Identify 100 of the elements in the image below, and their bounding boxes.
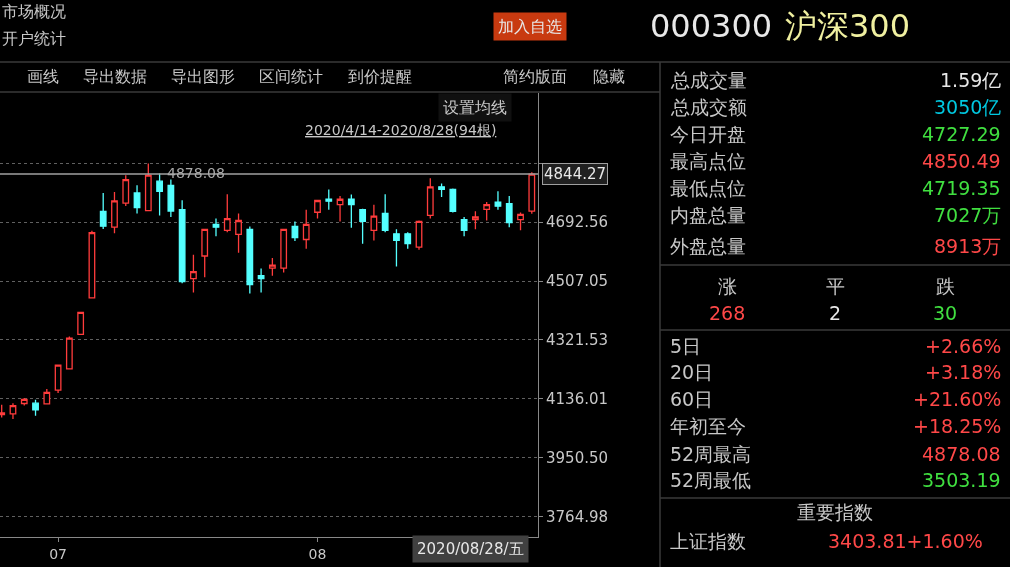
annotation: 2020/4/14-2020/8/28(94根) bbox=[305, 122, 497, 138]
candlestick bbox=[528, 171, 536, 215]
text: 上证指数 bbox=[670, 530, 746, 552]
y-tick-label: 4692.56 bbox=[546, 213, 609, 232]
text: 总成交额 bbox=[670, 96, 747, 118]
candlestick bbox=[483, 201, 491, 222]
candlestick bbox=[178, 199, 186, 284]
candlestick bbox=[99, 192, 107, 230]
text: 加入自选 bbox=[498, 17, 562, 36]
candlestick bbox=[144, 162, 152, 212]
candlestick bbox=[246, 225, 254, 295]
candlestick bbox=[280, 228, 288, 274]
text: 52周最低 bbox=[670, 469, 752, 491]
candlestick bbox=[347, 193, 355, 229]
text: 3050亿 bbox=[934, 96, 1002, 118]
text: 20日 bbox=[670, 361, 714, 383]
y-tick-label: 4136.01 bbox=[546, 389, 609, 408]
ref-line-label: 4844.27 bbox=[544, 165, 607, 183]
text: 1.59亿 bbox=[940, 69, 1002, 91]
text: 4719.35 bbox=[922, 177, 1001, 199]
text: 重要指数 bbox=[797, 501, 873, 523]
y-tick-label: 4507.05 bbox=[546, 272, 609, 291]
text: 最低点位 bbox=[670, 177, 746, 199]
x-tick-label: 08 bbox=[308, 545, 327, 562]
text: +2.66% bbox=[925, 335, 1002, 357]
text: 4878.08 bbox=[922, 443, 1001, 465]
text: 画线 bbox=[27, 67, 59, 86]
text: 导出图形 bbox=[171, 67, 235, 86]
candlestick bbox=[494, 190, 502, 211]
candlestick bbox=[449, 187, 457, 214]
candlestick bbox=[201, 228, 209, 278]
candlestick bbox=[314, 199, 321, 220]
text: 8913万 bbox=[934, 235, 1002, 257]
text: 市场概况 bbox=[2, 2, 66, 21]
candlestick bbox=[43, 388, 51, 405]
text: 3503.19 bbox=[922, 469, 1001, 491]
candlestick bbox=[393, 228, 400, 268]
text: +18.25% bbox=[913, 415, 1002, 437]
candlestick bbox=[359, 208, 367, 245]
y-tick-label: 4321.53 bbox=[546, 331, 609, 350]
text: 4850.49 bbox=[922, 150, 1001, 172]
candlestick bbox=[111, 191, 118, 234]
text: 平 bbox=[826, 275, 845, 297]
text: 跌 bbox=[936, 275, 955, 297]
candlestick bbox=[517, 211, 524, 231]
text: 2020/08/28/五 bbox=[417, 540, 524, 558]
candlestick bbox=[65, 335, 73, 370]
text: 2 bbox=[829, 302, 842, 324]
candlestick bbox=[404, 231, 412, 250]
text: 60日 bbox=[670, 388, 714, 410]
candlestick bbox=[9, 402, 17, 420]
candlestick bbox=[471, 210, 479, 231]
candlestick bbox=[133, 184, 141, 215]
candlestick bbox=[268, 257, 276, 277]
text: 涨 bbox=[718, 275, 737, 297]
text: 导出数据 bbox=[83, 67, 147, 86]
candlestick bbox=[381, 193, 389, 233]
text: 隐藏 bbox=[593, 67, 625, 86]
text: 内盘总量 bbox=[670, 204, 746, 226]
text: 52周最高 bbox=[670, 443, 752, 465]
text: 沪深300 bbox=[785, 7, 911, 45]
candlestick bbox=[460, 216, 468, 237]
candlestick bbox=[302, 209, 310, 250]
candlestick bbox=[325, 188, 333, 211]
candlestick bbox=[438, 182, 445, 198]
text: 年初至今 bbox=[670, 415, 746, 437]
text: 5日 bbox=[670, 335, 702, 357]
candlestick bbox=[235, 212, 242, 254]
x-tick-label: 07 bbox=[49, 545, 67, 562]
text: 000300 bbox=[650, 7, 773, 45]
text: 7027万 bbox=[934, 204, 1002, 226]
text: 总成交量 bbox=[670, 69, 747, 91]
text: 区间统计 bbox=[259, 67, 323, 86]
annotation: 设置均线 bbox=[443, 98, 507, 117]
candlestick bbox=[223, 193, 231, 233]
candlestick bbox=[77, 311, 85, 335]
text: 30 bbox=[933, 302, 958, 324]
text: 简约版面 bbox=[503, 67, 567, 86]
text: 外盘总量 bbox=[670, 235, 746, 257]
candlestick bbox=[20, 397, 28, 407]
candlestick bbox=[190, 254, 197, 294]
text: 3403.81+1.60% bbox=[828, 530, 983, 552]
text: 到价提醒 bbox=[348, 67, 412, 86]
candlestick bbox=[122, 174, 130, 207]
candlestick bbox=[505, 195, 513, 228]
candlestick bbox=[257, 267, 265, 294]
text: +21.60% bbox=[913, 388, 1002, 410]
y-tick-label: 3950.50 bbox=[546, 448, 609, 467]
candlestick bbox=[426, 177, 434, 220]
y-tick-label: 3764.98 bbox=[546, 507, 609, 526]
text: 今日开盘 bbox=[670, 123, 746, 145]
candlestick bbox=[291, 220, 299, 242]
candlestick bbox=[336, 195, 344, 223]
text: 268 bbox=[709, 302, 746, 324]
text: +3.18% bbox=[925, 361, 1002, 383]
text: 开户统计 bbox=[2, 29, 66, 48]
text: 最高点位 bbox=[670, 150, 746, 172]
candlestick bbox=[156, 172, 164, 217]
candlestick bbox=[370, 203, 378, 242]
candlestick bbox=[32, 399, 39, 417]
